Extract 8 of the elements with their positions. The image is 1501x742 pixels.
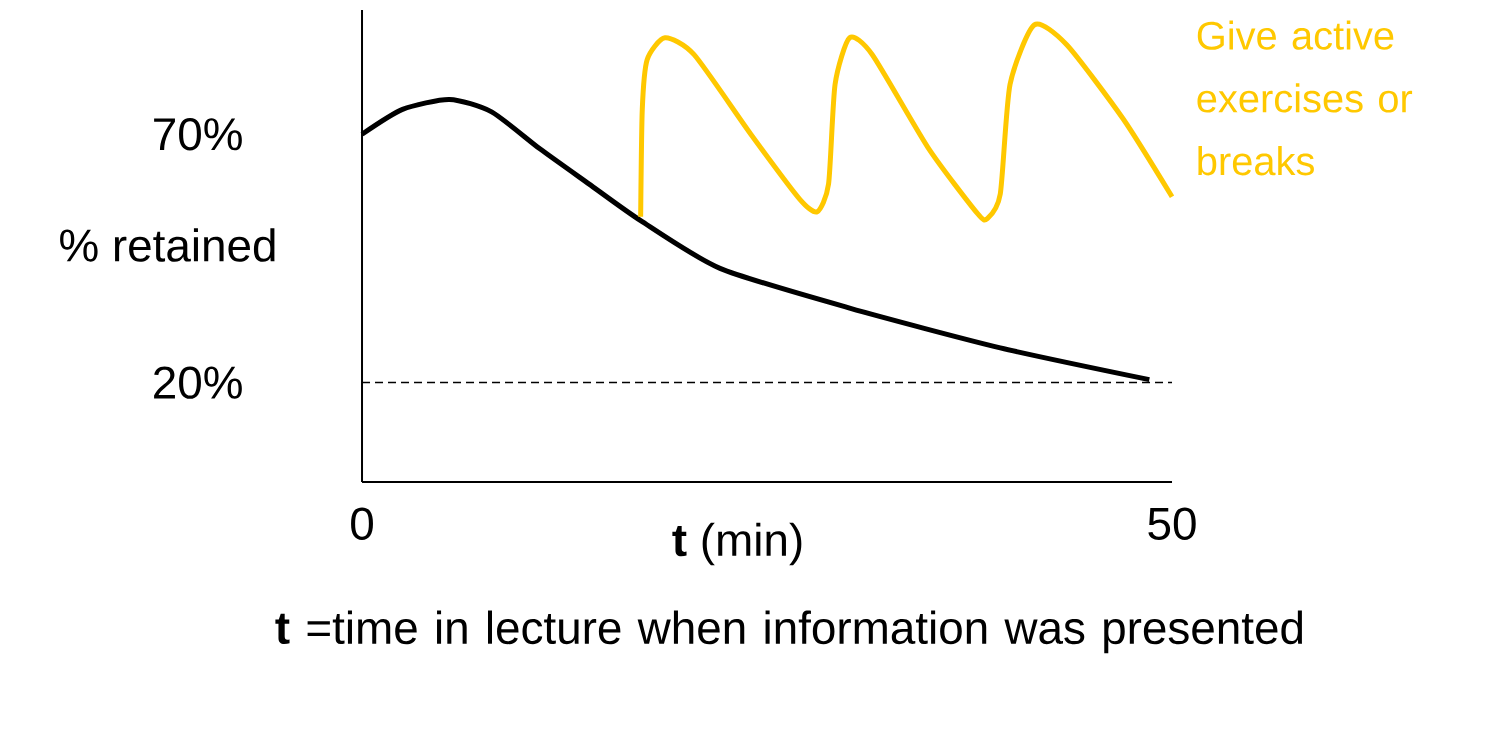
- y-tick-label: 70%: [154, 117, 242, 151]
- series-label: Give active exercises or breaks: [1197, 20, 1413, 176]
- x-axis-title: t (min): [672, 522, 802, 566]
- x-tick-label: 0: [351, 507, 373, 540]
- y-tick-label: 20%: [154, 366, 242, 399]
- x-tick-label: 50: [1148, 507, 1196, 540]
- text: t =time in lecture when information was presented: [275, 610, 1303, 654]
- y-axis-title: % retained: [60, 228, 275, 262]
